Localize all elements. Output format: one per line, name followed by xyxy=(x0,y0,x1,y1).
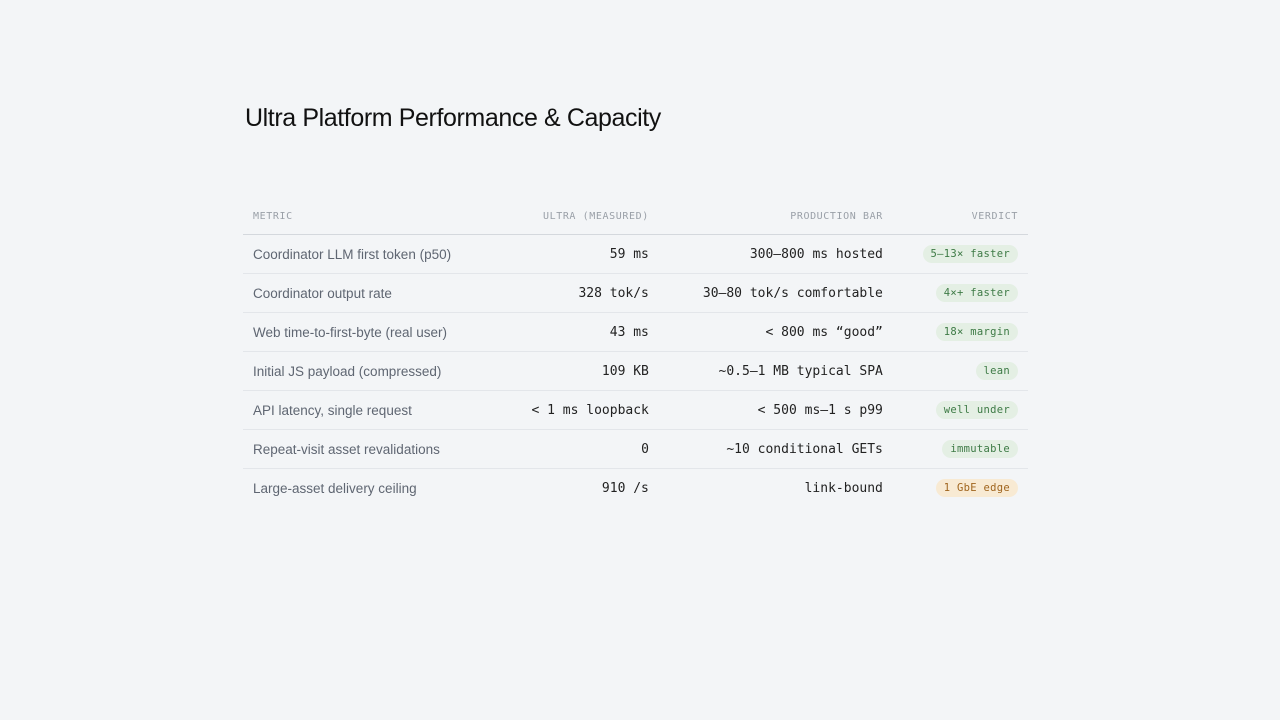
verdict-badge: immutable xyxy=(942,440,1018,458)
metric-cell: API latency, single request xyxy=(243,390,499,430)
table-body: Coordinator LLM first token (p50) 59 ms 30… xyxy=(243,234,1028,508)
table-row: Coordinator output rate 328 tok/s 30–80 to… xyxy=(243,273,1028,313)
verdict-badge: lean xyxy=(975,362,1018,380)
metric-cell: Repeat-visit asset revalidations xyxy=(243,429,499,469)
verdict-badge: well under xyxy=(935,401,1018,419)
table-row: Web time-to-first-byte (real user) 43 ms <… xyxy=(243,312,1028,352)
header-row: METRIC ULTRA (MEASURED) PRODUCTION BAR VERD… xyxy=(243,198,1028,235)
column-header: ULTRA (MEASURED) xyxy=(498,198,659,235)
metric-cell: Coordinator output rate xyxy=(243,273,499,313)
value-cell: 43 ms xyxy=(498,312,659,352)
table-row: Large-asset delivery ceiling 910 /s link-b… xyxy=(243,469,1028,508)
metric-cell: Large-asset delivery ceiling xyxy=(253,480,417,496)
verdict-cell: immutable xyxy=(892,429,1028,469)
verdict-badge: 1 GbE edge xyxy=(935,479,1018,497)
column-header: METRIC xyxy=(243,198,499,235)
verdict-cell: 1 GbE edge xyxy=(893,469,1028,508)
table-row: API latency, single request < 1 ms loopba… xyxy=(243,390,1028,430)
table-row: Initial JS payload (compressed) 109 KB ~0.… xyxy=(243,351,1028,391)
value-cell: 910 /s xyxy=(601,480,649,496)
verdict-cell: 5–13× faster xyxy=(892,234,1028,274)
column-header: PRODUCTION BAR xyxy=(658,198,893,235)
value-cell: 30–80 tok/s comfortable xyxy=(658,273,893,313)
verdict-badge: 4×+ faster xyxy=(935,284,1018,302)
table-row: Coordinator LLM first token (p50) 59 ms 30… xyxy=(243,234,1028,274)
value-cell: ~10 conditional GETs xyxy=(658,429,893,469)
value-cell: < 500 ms–1 s p99 xyxy=(658,390,893,430)
value-cell: < 1 ms loopback xyxy=(498,390,659,430)
value-cell: 300–800 ms hosted xyxy=(658,234,893,274)
metric-cell: Web time-to-first-byte (real user) xyxy=(243,312,499,352)
verdict-badge: 5–13× faster xyxy=(922,245,1018,263)
column-header: VERDICT xyxy=(892,198,1028,235)
value-cell: ~0.5–1 MB typical SPA xyxy=(658,351,893,391)
metric-cell: Coordinator LLM first token (p50) xyxy=(243,234,499,274)
table-head: METRIC ULTRA (MEASURED) PRODUCTION BAR VERD… xyxy=(243,198,1028,235)
verdict-cell: lean xyxy=(892,351,1028,391)
value-cell: 328 tok/s xyxy=(498,273,659,313)
metric-cell: Initial JS payload (compressed) xyxy=(243,351,499,391)
data-table: METRIC ULTRA (MEASURED) PRODUCTION BAR VERD… xyxy=(243,198,1028,507)
value-cell: 0 xyxy=(498,429,659,469)
page-title: Ultra Platform Performance & Capacity xyxy=(245,104,661,132)
verdict-cell: 18× margin xyxy=(892,312,1028,352)
value-cell: 109 KB xyxy=(498,351,659,391)
verdict-badge: 18× margin xyxy=(935,323,1018,341)
value-cell: 59 ms xyxy=(498,234,659,274)
value-cell: < 800 ms “good” xyxy=(658,312,893,352)
verdict-cell: 4×+ faster xyxy=(892,273,1028,313)
table-row: Repeat-visit asset revalidations 0 ~10 con… xyxy=(243,429,1028,469)
verdict-cell: well under xyxy=(892,390,1028,430)
value-cell: link-bound xyxy=(804,480,883,496)
